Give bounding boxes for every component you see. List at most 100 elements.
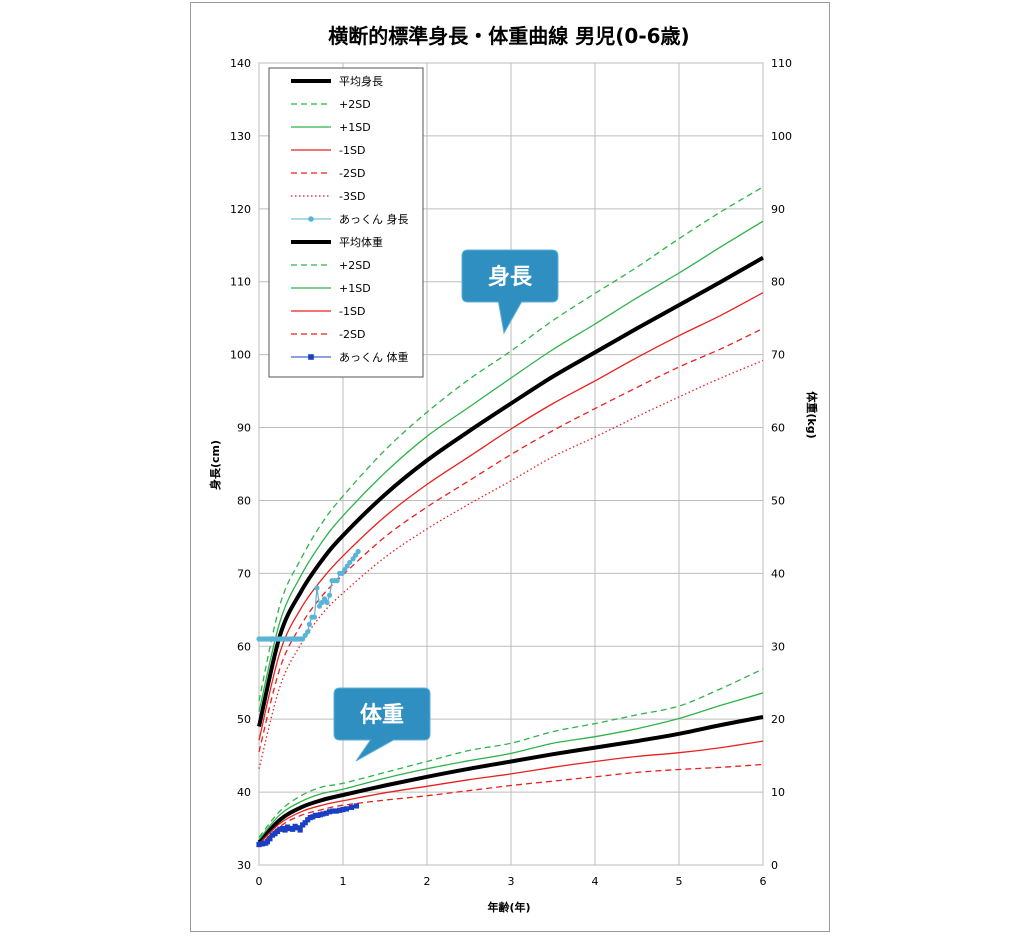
- x-tick-label: 5: [676, 875, 683, 888]
- legend-item: +1SD: [291, 121, 371, 134]
- axis-layer: 3040506070809010011012013014001020304050…: [230, 57, 792, 888]
- child-weight-point: [267, 836, 273, 842]
- child-height-point: [311, 614, 318, 620]
- chart-frame: 横断的標準身長・体重曲線 男児(0-6歳) 30 40 50 60 70 80 90 100 1…: [190, 2, 830, 932]
- legend-box: [268, 67, 424, 378]
- y2-tick-label: 50: [771, 494, 785, 507]
- height-callout: 身長: [461, 249, 559, 335]
- child-height-point: [324, 599, 330, 606]
- child-height-point: [339, 570, 345, 576]
- child-weight-point: [353, 803, 360, 809]
- y2-tick-label: 90: [771, 203, 785, 216]
- x-axis-title: 年齢(年): [487, 900, 530, 914]
- child-height-point: [347, 559, 353, 566]
- child-height-point: [316, 603, 323, 609]
- legend-item: +1SD: [291, 282, 371, 295]
- y-axis-title: 身長(cm): [208, 440, 222, 490]
- legend-item: -2SD: [291, 167, 365, 180]
- child-height-point: [353, 552, 359, 558]
- y-tick-label: 30: [237, 859, 251, 872]
- y2-tick-label: 10: [771, 786, 785, 799]
- legend-item: +2SD: [291, 259, 371, 272]
- child-height-point: [319, 599, 325, 606]
- child-weight-point: [348, 804, 354, 811]
- y2-tick-label: 30: [771, 640, 785, 653]
- y2-tick-label: 20: [771, 713, 785, 726]
- legend-item: -2SD: [291, 328, 365, 341]
- weight-series-line-4: [258, 763, 764, 847]
- y-tick-label: 90: [237, 422, 251, 435]
- x-tick-label: 3: [508, 875, 515, 888]
- child-weight-point: [264, 839, 270, 845]
- height-callout-label: 身長: [488, 264, 533, 290]
- legend-label: -3SD: [339, 190, 365, 203]
- x-tick-label: 0: [256, 875, 263, 888]
- series-layer: [256, 186, 764, 848]
- x-tick-label: 4: [592, 875, 599, 888]
- child-height-point: [306, 621, 312, 628]
- child-weight-point: [290, 826, 296, 832]
- chart-title: 横断的標準身長・体重曲線 男児(0-6歳): [328, 24, 689, 48]
- legend-label: 平均体重: [339, 235, 383, 249]
- x-tick-label: 6: [760, 875, 767, 888]
- y-tick-label: 60: [237, 640, 251, 653]
- child-height-point: [302, 632, 308, 638]
- x-tick-label: 2: [424, 875, 431, 888]
- weight-series-line-1: [258, 668, 764, 838]
- height-series-line-2: [258, 220, 764, 713]
- legend-label: あっくん 体重: [339, 350, 409, 364]
- child-height-point: [334, 578, 340, 584]
- child-weight-point: [323, 810, 329, 816]
- x-tick-label: 1: [340, 875, 347, 888]
- child-height-point: [355, 548, 361, 555]
- legend-item: -1SD: [291, 305, 365, 318]
- y2-tick-label: 0: [771, 859, 778, 872]
- legend-label: +1SD: [339, 121, 371, 134]
- child-height-point: [342, 567, 348, 573]
- legend-label: あっくん 身長: [339, 212, 409, 226]
- growth-chart: 横断的標準身長・体重曲線 男児(0-6歳) 304050607080901001…: [208, 24, 819, 914]
- legend-item: あっくん 身長: [291, 212, 409, 226]
- weight-callout: 体重: [333, 687, 431, 762]
- y-tick-label: 40: [237, 786, 251, 799]
- legend-item: -1SD: [291, 144, 365, 157]
- legend-label: -2SD: [339, 167, 365, 180]
- y-tick-label: 50: [237, 713, 251, 726]
- child-weight-point: [326, 809, 333, 815]
- child-weight-point: [297, 827, 303, 833]
- child-weight-point: [302, 820, 308, 826]
- height-series-line-0: [257, 255, 764, 727]
- legend-marker: [308, 354, 314, 360]
- legend-item: 平均身長: [291, 74, 383, 88]
- y-tick-label: 80: [237, 494, 251, 507]
- child-weight-point: [340, 806, 346, 813]
- height-series-line-4: [258, 327, 764, 753]
- y2-tick-label: 100: [771, 130, 792, 143]
- height-callout-shape: [461, 249, 559, 335]
- child-weight-point: [282, 827, 288, 833]
- y-tick-label: 70: [237, 567, 251, 580]
- y2-tick-label: 70: [771, 349, 785, 362]
- y-tick-label: 110: [230, 276, 251, 289]
- weight-callout-label: 体重: [360, 703, 404, 728]
- legend-label: 平均身長: [339, 74, 383, 88]
- y-tick-label: 120: [230, 203, 251, 216]
- child-weight-point: [320, 811, 326, 817]
- child-height-point: [350, 556, 356, 562]
- legend-label: +1SD: [339, 282, 371, 295]
- weight-callout-shape: [333, 687, 431, 762]
- legend-item: 平均体重: [291, 235, 383, 249]
- legend-label: -1SD: [339, 144, 365, 157]
- weight-series-line-0: [257, 715, 764, 844]
- legend-marker: [308, 216, 314, 222]
- height-series-line-5: [258, 359, 764, 769]
- child-weight-point: [343, 806, 349, 812]
- y-tick-label: 130: [230, 130, 251, 143]
- legend-label: -1SD: [339, 305, 365, 318]
- child-height-point: [344, 563, 350, 569]
- child-weight-point: [330, 808, 336, 814]
- y2-tick-label: 60: [771, 422, 785, 435]
- y-tick-label: 140: [230, 57, 251, 70]
- weight-series-line-2: [258, 692, 764, 840]
